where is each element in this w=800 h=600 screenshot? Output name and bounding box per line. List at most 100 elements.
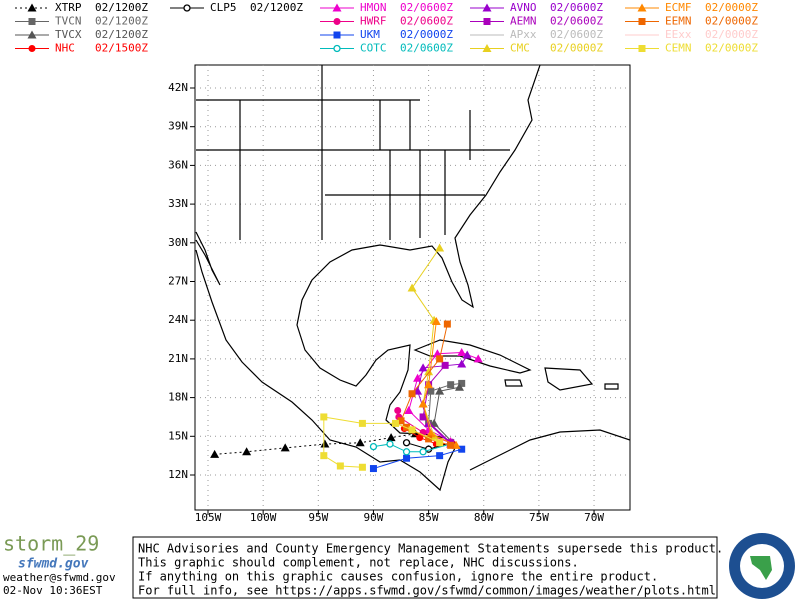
lon-tick-label: 85W	[419, 511, 439, 524]
state-lines	[196, 65, 510, 240]
track-point	[210, 449, 220, 458]
legend-name: APxx	[510, 28, 537, 41]
track-point	[358, 463, 366, 471]
legend-marker	[333, 31, 341, 39]
legend-time: 02/0000Z	[705, 28, 758, 41]
legend-name: NHC	[55, 42, 75, 55]
lon-tick-label: 75W	[529, 511, 549, 524]
track-point	[386, 440, 394, 448]
lat-tick-label: 24N	[168, 313, 188, 326]
lon-tick-label: 105W	[195, 511, 222, 524]
coastlines	[195, 65, 630, 492]
track-point	[426, 429, 436, 438]
lat-tick-label: 21N	[168, 352, 188, 365]
legend-time: 02/0600Z	[400, 42, 453, 55]
track-point	[418, 363, 428, 372]
legend-time: 02/0600Z	[550, 1, 603, 14]
track-point	[458, 379, 466, 387]
legend-time: 02/0000Z	[705, 1, 758, 14]
legend-name: CEMN	[665, 42, 692, 55]
track-point	[320, 439, 330, 448]
lat-tick-label: 15N	[168, 429, 188, 442]
lon-tick-label: 95W	[308, 511, 328, 524]
legend-marker	[333, 44, 341, 53]
track-point	[424, 367, 434, 376]
legend-name: TVCX	[55, 28, 82, 41]
track-point	[436, 355, 444, 363]
legend-time: 02/0000Z	[550, 42, 603, 55]
track-point	[441, 361, 449, 369]
legend-marker	[332, 3, 342, 12]
legend-name: AEMN	[510, 15, 537, 28]
track-point	[416, 434, 424, 442]
track-point	[394, 407, 402, 414]
lat-tick-label: 39N	[168, 120, 188, 133]
legend-marker	[28, 18, 36, 25]
track-point	[427, 387, 435, 395]
track-point	[462, 350, 472, 359]
legend-name: EEMN	[665, 15, 692, 28]
track-point	[320, 452, 328, 460]
legend-name: UKM	[360, 28, 380, 41]
legend-marker	[183, 4, 191, 12]
legend-time: 02/0600Z	[550, 28, 603, 41]
legend-marker	[638, 45, 646, 52]
lat-tick-label: 42N	[168, 81, 188, 94]
legend-marker	[482, 44, 492, 52]
track-point	[336, 462, 344, 470]
track-point	[369, 465, 377, 473]
axes: 42N 39N 36N 33N 30N 27N 24N 21N 18N 15N 12N 105W 100…	[168, 81, 604, 524]
legend-marker	[482, 3, 492, 12]
legend-name: ECMF	[665, 1, 692, 14]
legend-name: AVNO	[510, 1, 537, 14]
hispaniola-coast	[544, 367, 594, 391]
track-point	[435, 243, 445, 252]
track-point	[403, 454, 411, 462]
legend-marker	[27, 3, 37, 12]
track-point	[392, 419, 400, 427]
puerto-rico-coast	[604, 383, 619, 390]
tracks	[210, 243, 483, 473]
track-point	[424, 418, 434, 427]
lon-tick-label: 100W	[250, 511, 277, 524]
email: weather@sfwmd.gov	[3, 571, 116, 584]
date: 02-Nov 10:36EST	[3, 584, 103, 597]
notice-line: NHC Advisories and County Emergency Mana…	[138, 542, 723, 556]
track-point	[408, 426, 416, 434]
track-point	[407, 283, 417, 292]
legend: XTRP 02/1200Z TVCN 02/1200Z TVCX 02/1200Z NHC 0…	[15, 1, 758, 55]
legend-time: 02/1500Z	[95, 42, 148, 55]
lon-tick-label: 70W	[584, 511, 604, 524]
track-point	[473, 354, 483, 363]
legend-time: 02/1200Z	[250, 1, 303, 14]
legend-time: 02/0000Z	[705, 42, 758, 55]
track-point	[436, 452, 444, 460]
track-line	[373, 448, 462, 470]
legend-time: 02/1200Z	[95, 15, 148, 28]
cuba-coast	[413, 339, 532, 374]
lat-tick-label: 27N	[168, 275, 188, 288]
legend-time: 02/1200Z	[95, 1, 148, 14]
legend-name: CLP5	[210, 1, 237, 14]
track-point	[280, 443, 290, 452]
legend-marker	[28, 45, 36, 52]
notice-line: For full info, see https://apps.sfwmd.go…	[138, 584, 716, 598]
track-point	[402, 439, 411, 447]
lon-tick-label: 80W	[474, 511, 494, 524]
logo-text: sfwmd.gov	[18, 557, 89, 572]
legend-name: EExx	[665, 28, 692, 41]
legend-name: COTC	[360, 42, 387, 55]
legend-time: 02/1200Z	[95, 28, 148, 41]
lat-tick-label: 12N	[168, 468, 188, 481]
track-point	[457, 347, 467, 356]
track-point	[458, 445, 466, 453]
legend-name: XTRP	[55, 1, 82, 14]
track-point	[402, 448, 411, 456]
seal-florida	[750, 556, 772, 580]
track-point	[447, 441, 455, 449]
lat-tick-label: 33N	[168, 197, 188, 210]
jamaica-coast	[504, 379, 523, 387]
legend-time: 02/0600Z	[550, 15, 603, 28]
legend-time: 02/0600Z	[400, 15, 453, 28]
